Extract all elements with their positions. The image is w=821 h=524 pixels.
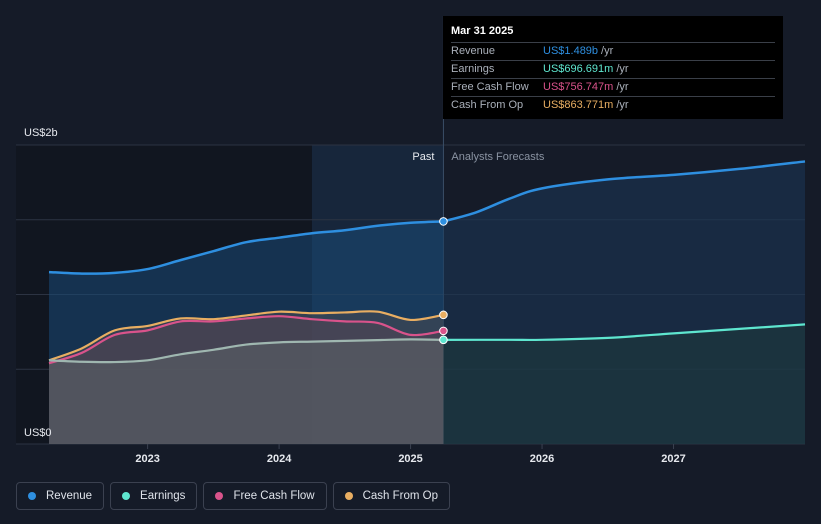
legend-dot-icon xyxy=(344,492,353,500)
legend-label: Cash From Op xyxy=(362,490,439,502)
tooltip-unit: /yr xyxy=(616,63,629,75)
tooltip-unit: /yr xyxy=(601,45,614,57)
x-tick-label: 2026 xyxy=(530,453,554,465)
tooltip-value: US$863.771m xyxy=(543,99,614,111)
legend-item-earnings[interactable]: Earnings xyxy=(110,482,198,510)
legend-dot-icon xyxy=(215,492,224,500)
x-tick-label: 2023 xyxy=(135,453,159,465)
earnings-forecast-area xyxy=(443,324,805,444)
x-tick-label: 2025 xyxy=(398,453,422,465)
x-tick-label: 2027 xyxy=(661,453,685,465)
legend-item-free-cash-flow[interactable]: Free Cash Flow xyxy=(203,482,327,510)
tooltip-date: Mar 31 2025 xyxy=(451,25,514,37)
legend-dot-icon xyxy=(122,492,131,500)
tooltip-value: US$1.489b xyxy=(543,45,599,57)
tooltip-value: US$696.691m xyxy=(543,63,614,75)
revenue-line xyxy=(48,220,444,275)
legend-label: Earnings xyxy=(140,490,186,502)
y-axis-top-label: US$2b xyxy=(24,127,58,139)
series-marker xyxy=(439,217,448,226)
series-lines xyxy=(48,160,806,365)
series-marker xyxy=(439,326,448,336)
tooltip-row-free-cash-flow: Free Cash Flow US$756.747m /yr xyxy=(451,78,775,96)
tooltip-label: Free Cash Flow xyxy=(451,81,529,93)
tooltip-label: Earnings xyxy=(451,63,495,75)
axis-labels: US$2b US$0 2023 2024 2025 2026 2027 Past Analyst… xyxy=(24,127,686,465)
series-marker xyxy=(439,310,448,320)
legend-item-revenue[interactable]: Revenue xyxy=(16,482,105,510)
earnings-line xyxy=(48,338,444,364)
tooltip: Mar 31 2025 Revenue US$1.489b /yr Earnin… xyxy=(443,16,783,119)
tooltip-row-cash-from-op: Cash From Op US$863.771m /yr xyxy=(451,96,775,114)
earnings-area xyxy=(49,339,444,444)
tooltip-row-revenue: Revenue US$1.489b /yr xyxy=(451,42,775,60)
forecast-label: Analysts Forecasts xyxy=(451,151,544,163)
free-cash-flow-line xyxy=(48,315,444,365)
legend-dot-icon xyxy=(28,492,36,500)
cash-from-op-line xyxy=(48,310,444,362)
revenue-forecast-line xyxy=(443,160,806,223)
earnings-forecast-line xyxy=(443,323,806,342)
series-markers xyxy=(439,217,448,345)
tooltip-label: Revenue xyxy=(451,45,496,57)
tooltip-unit: /yr xyxy=(616,81,629,93)
legend-label: Free Cash Flow xyxy=(233,490,315,502)
legend: Revenue Earnings Free Cash Flow Cash Fro… xyxy=(16,482,451,510)
series-areas xyxy=(49,161,805,444)
series-marker xyxy=(439,335,448,345)
tooltip-value: US$756.747m xyxy=(543,81,614,93)
legend-label: Revenue xyxy=(46,490,93,502)
x-tick-label: 2024 xyxy=(267,453,292,465)
y-axis-bottom-label: US$0 xyxy=(24,427,52,439)
tooltip-unit: /yr xyxy=(616,99,629,111)
legend-item-cash-from-op[interactable]: Cash From Op xyxy=(332,482,451,510)
tooltip-row-earnings: Earnings US$696.691m /yr xyxy=(451,60,775,78)
past-label: Past xyxy=(412,151,434,163)
tooltip-label: Cash From Op xyxy=(451,99,524,111)
